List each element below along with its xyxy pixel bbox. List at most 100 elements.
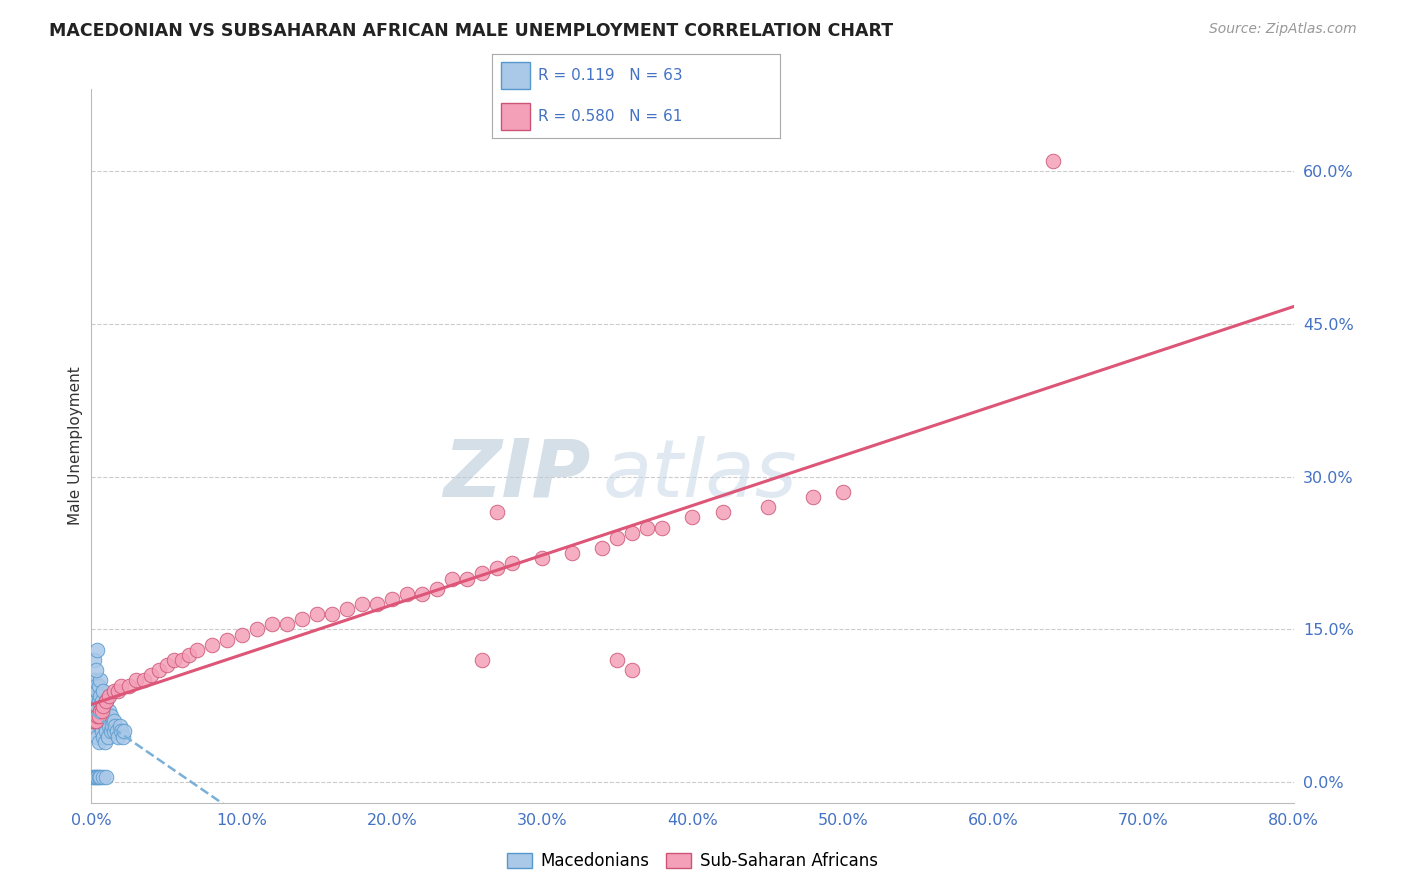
Point — [84, 770, 107, 784]
Point — [118, 679, 141, 693]
Point — [132, 673, 155, 688]
Point — [1042, 153, 1064, 168]
Point — [86, 714, 108, 729]
Point — [201, 638, 224, 652]
Text: R = 0.580   N = 61: R = 0.580 N = 61 — [538, 109, 682, 124]
Legend: Macedonians, Sub-Saharan Africans: Macedonians, Sub-Saharan Africans — [501, 846, 884, 877]
Point — [87, 679, 110, 693]
Point — [98, 689, 121, 703]
Point — [84, 663, 107, 677]
Point — [305, 607, 328, 622]
Point — [591, 541, 613, 555]
Point — [98, 704, 121, 718]
Point — [84, 679, 107, 693]
Point — [155, 658, 177, 673]
Point — [456, 572, 478, 586]
Point — [291, 612, 314, 626]
Point — [87, 694, 110, 708]
Point — [350, 597, 373, 611]
Point — [89, 673, 111, 688]
Point — [114, 724, 136, 739]
Text: R = 0.119   N = 63: R = 0.119 N = 63 — [538, 68, 683, 83]
Text: MACEDONIAN VS SUBSAHARAN AFRICAN MALE UNEMPLOYMENT CORRELATION CHART: MACEDONIAN VS SUBSAHARAN AFRICAN MALE UN… — [49, 22, 893, 40]
Point — [486, 561, 509, 575]
Point — [97, 714, 120, 729]
Point — [90, 694, 112, 708]
Point — [93, 698, 115, 713]
Point — [471, 653, 494, 667]
Point — [801, 490, 824, 504]
Point — [83, 653, 105, 667]
Point — [621, 525, 644, 540]
Point — [83, 673, 105, 688]
Point — [89, 689, 111, 703]
Point — [97, 730, 120, 744]
Point — [82, 694, 104, 708]
Point — [103, 714, 125, 729]
Point — [636, 520, 658, 534]
Point — [231, 627, 253, 641]
Point — [90, 709, 112, 723]
Point — [90, 704, 112, 718]
Point — [756, 500, 779, 515]
Point — [86, 709, 108, 723]
Point — [86, 643, 108, 657]
Point — [104, 719, 127, 733]
Point — [100, 709, 122, 723]
Point — [711, 505, 734, 519]
Point — [125, 673, 148, 688]
Point — [107, 683, 129, 698]
Point — [100, 724, 122, 739]
Point — [94, 719, 117, 733]
Point — [82, 714, 104, 729]
Point — [84, 724, 107, 739]
Point — [651, 520, 673, 534]
Point — [93, 683, 115, 698]
Point — [83, 704, 105, 718]
Point — [82, 714, 104, 729]
Point — [84, 714, 107, 729]
Point — [87, 709, 110, 723]
Point — [215, 632, 238, 647]
Point — [103, 724, 125, 739]
Point — [101, 719, 124, 733]
Point — [87, 714, 110, 729]
Point — [96, 694, 118, 708]
Point — [94, 704, 117, 718]
Point — [336, 602, 359, 616]
Point — [93, 714, 115, 729]
Point — [103, 683, 125, 698]
Point — [411, 587, 433, 601]
Point — [89, 704, 111, 718]
Point — [89, 770, 111, 784]
Text: ZIP: ZIP — [443, 435, 591, 514]
Point — [108, 719, 131, 733]
Point — [87, 770, 110, 784]
Point — [93, 770, 115, 784]
Point — [84, 694, 107, 708]
Point — [98, 719, 121, 733]
Point — [96, 724, 118, 739]
Point — [111, 730, 134, 744]
Point — [606, 653, 628, 667]
Point — [96, 694, 118, 708]
Point — [90, 724, 112, 739]
Point — [82, 770, 104, 784]
Point — [177, 648, 200, 662]
Point — [86, 698, 108, 713]
Point — [93, 698, 115, 713]
Point — [163, 653, 186, 667]
Point — [96, 770, 118, 784]
Point — [83, 770, 105, 784]
Point — [186, 643, 208, 657]
Point — [86, 770, 108, 784]
Point — [440, 572, 463, 586]
Point — [89, 704, 111, 718]
Point — [82, 679, 104, 693]
Y-axis label: Male Unemployment: Male Unemployment — [67, 367, 83, 525]
Point — [621, 663, 644, 677]
Point — [681, 510, 703, 524]
Point — [381, 591, 404, 606]
FancyBboxPatch shape — [501, 103, 530, 130]
Point — [84, 709, 107, 723]
